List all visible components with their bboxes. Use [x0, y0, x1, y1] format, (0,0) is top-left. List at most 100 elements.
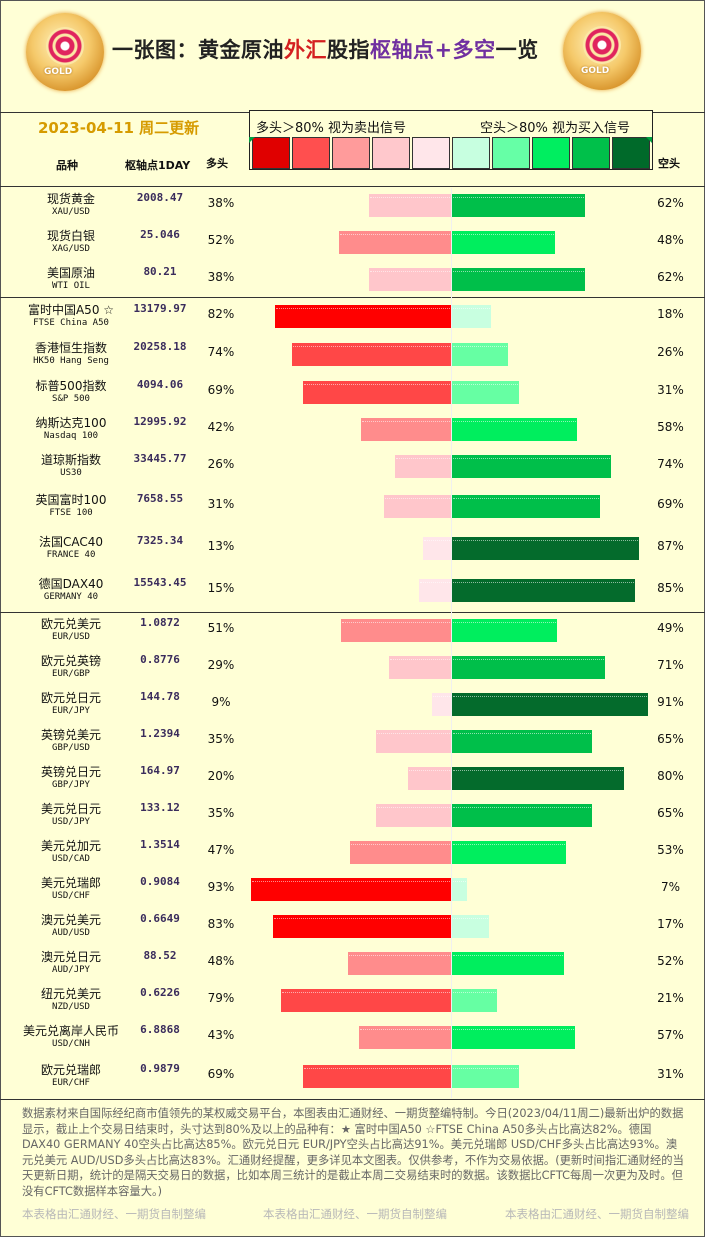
long-percent: 93%: [207, 879, 235, 894]
legend-swatch: [252, 137, 290, 169]
instrument-code: EUR/GBP: [52, 668, 90, 679]
section-divider: [0, 297, 705, 298]
short-percent: 21%: [657, 990, 684, 1005]
pivot-value: 7325.34: [136, 534, 184, 547]
short-percent: 85%: [657, 581, 684, 595]
instrument-code: FTSE 100: [49, 508, 93, 518]
long-bar: [423, 537, 451, 560]
short-bar: [452, 193, 586, 217]
pivot-value: 2008.47: [136, 190, 184, 204]
gold-logo-icon: GOLD: [26, 13, 104, 91]
short-bar: [452, 455, 612, 478]
long-bar: [302, 1065, 451, 1088]
long-bar: [349, 840, 451, 864]
long-percent: 20%: [207, 768, 235, 783]
pivot-value: 88.52: [143, 948, 177, 962]
short-percent: 69%: [657, 497, 684, 511]
short-percent: 49%: [657, 620, 684, 635]
short-bar: [452, 766, 624, 790]
instrument-name: 现货白银: [46, 228, 95, 243]
instrument-name: 富时中国A50 ☆: [27, 303, 115, 317]
long-percent: 69%: [207, 382, 235, 397]
corner-marker: [646, 137, 652, 143]
legend-swatch: [372, 137, 410, 169]
legend-swatch: [532, 137, 570, 169]
instrument-code: GBP/USD: [52, 742, 90, 753]
long-bar: [375, 803, 451, 827]
short-percent: 91%: [657, 694, 684, 709]
instrument-code: AUD/JPY: [52, 964, 90, 975]
long-percent: 26%: [207, 457, 235, 471]
instrument-name: 澳元兑美元: [40, 912, 101, 927]
short-percent: 31%: [657, 1067, 684, 1081]
pivot-value: 144.78: [140, 689, 180, 703]
instrument-code: USD/CNH: [52, 1038, 90, 1049]
legend-long-signal: 多头＞80% 视为卖出信号: [256, 121, 407, 136]
long-percent: 9%: [211, 694, 231, 709]
instrument-name: 现货黄金: [46, 191, 95, 206]
short-percent: 52%: [657, 953, 684, 968]
short-bar: [452, 495, 601, 518]
instrument-code: EUR/CHF: [52, 1078, 90, 1088]
short-bar: [452, 655, 605, 679]
legend-swatch: [292, 137, 330, 169]
column-header-pivot: 枢轴点1DAY: [125, 159, 191, 172]
long-bar: [281, 988, 451, 1012]
short-percent: 31%: [657, 382, 684, 397]
short-bar: [452, 579, 635, 602]
pivot-value: 1.3514: [140, 837, 180, 851]
instrument-name: 欧元兑美元: [40, 616, 101, 631]
footer-note: 数据素材来自国际经纪商市值领先的某权威交易平台，本图表由汇通财经、一期货整编特制…: [22, 1107, 684, 1198]
credit-text: 本表格由汇通财经、一期货自制整编: [263, 1207, 447, 1221]
instrument-name: 澳元兑日元: [40, 949, 101, 964]
short-percent: 65%: [657, 731, 684, 746]
long-bar: [360, 417, 451, 441]
long-percent: 83%: [207, 916, 235, 931]
pivot-value: 6.8868: [140, 1022, 180, 1036]
instrument-code: FTSE China A50: [33, 318, 109, 328]
short-percent: 26%: [657, 345, 684, 359]
pivot-value: 0.6226: [140, 985, 180, 999]
short-percent: 65%: [657, 805, 684, 820]
pivot-value: 20258.18: [133, 340, 187, 353]
instrument-name: 香港恒生指数: [34, 341, 107, 355]
instrument-code: S&P 500: [52, 393, 90, 404]
long-bar: [272, 914, 451, 938]
legend-short-signal: 空头＞80% 视为买入信号: [480, 121, 631, 136]
short-bar: [452, 380, 519, 404]
long-percent: 38%: [207, 269, 235, 284]
pivot-value: 0.9084: [140, 874, 180, 888]
long-bar: [375, 729, 451, 753]
instrument-code: GERMANY 40: [43, 592, 99, 602]
long-percent: 79%: [207, 990, 235, 1005]
short-percent: 58%: [657, 419, 684, 434]
short-bar: [452, 618, 558, 642]
gold-logo-icon: GOLD: [563, 12, 641, 90]
instrument-name: 美元兑瑞郎: [40, 875, 101, 890]
long-bar: [418, 579, 451, 602]
short-bar: [452, 914, 489, 938]
instrument-name: 标普500指数: [35, 378, 107, 393]
long-percent: 69%: [207, 1067, 235, 1081]
short-bar: [452, 267, 586, 291]
pivot-value: 133.12: [140, 800, 180, 814]
long-percent: 15%: [207, 581, 235, 595]
pivot-value: 1.2394: [140, 726, 180, 740]
short-percent: 62%: [657, 269, 684, 284]
short-percent: 74%: [657, 457, 684, 471]
pivot-value: 164.97: [140, 763, 180, 777]
short-percent: 53%: [657, 842, 684, 857]
long-bar: [339, 230, 451, 254]
column-header-name: 品种: [56, 159, 78, 172]
instrument-code: USD/CAD: [52, 853, 90, 864]
long-percent: 29%: [207, 657, 235, 672]
short-bar: [452, 951, 564, 975]
short-bar: [452, 1025, 575, 1049]
short-bar: [452, 803, 592, 827]
instrument-name: 德国DAX40: [38, 577, 104, 591]
pivot-value: 12995.92: [133, 414, 187, 428]
long-bar: [369, 267, 451, 291]
short-percent: 7%: [660, 879, 681, 894]
long-bar: [358, 1025, 451, 1049]
long-percent: 52%: [207, 232, 235, 247]
